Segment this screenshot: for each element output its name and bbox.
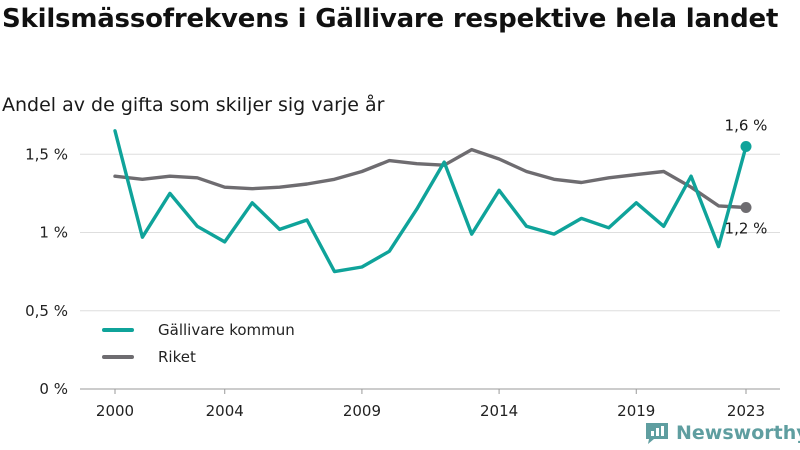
legend: Gällivare kommun Riket xyxy=(102,321,295,366)
x-tick-label: 2009 xyxy=(343,402,381,420)
gridlines xyxy=(80,153,780,390)
legend-label: Riket xyxy=(158,348,196,366)
y-tick-label: 0,5 % xyxy=(25,302,68,320)
x-axis-ticks: 2000 2004 2009 2014 2019 2023 xyxy=(96,389,765,420)
chart-title: Skilsmässofrekvens i Gällivare respektiv… xyxy=(2,4,779,34)
data-label: 1,2 % xyxy=(725,219,768,237)
x-tick-label: 2000 xyxy=(96,402,134,420)
y-axis-ticks: 0 % 0,5 % 1 % 1,5 % xyxy=(25,145,68,398)
y-tick-label: 0 % xyxy=(39,380,68,398)
x-tick-label: 2023 xyxy=(727,402,765,420)
series-endpoint xyxy=(740,201,752,213)
x-tick-label: 2014 xyxy=(480,402,518,420)
data-label: 1,6 % xyxy=(725,116,768,134)
legend-label: Gällivare kommun xyxy=(158,321,295,339)
x-tick-label: 2019 xyxy=(617,402,655,420)
newsworthy-logo-text: Newsworthy xyxy=(676,422,800,444)
newsworthy-logo-icon xyxy=(646,423,668,444)
series-lines xyxy=(113,129,748,274)
y-tick-label: 1 % xyxy=(39,224,68,242)
chart-subtitle: Andel av de gifta som skiljer sig varje … xyxy=(2,94,385,116)
newsworthy-logo: Newsworthy xyxy=(644,420,800,446)
series-line xyxy=(113,147,748,210)
x-tick-label: 2004 xyxy=(206,402,244,420)
series-endpoint xyxy=(740,140,752,152)
series-line xyxy=(113,129,748,274)
series-endpoints: 1,6 % 1,2 % xyxy=(725,116,768,237)
y-tick-label: 1,5 % xyxy=(25,145,68,163)
